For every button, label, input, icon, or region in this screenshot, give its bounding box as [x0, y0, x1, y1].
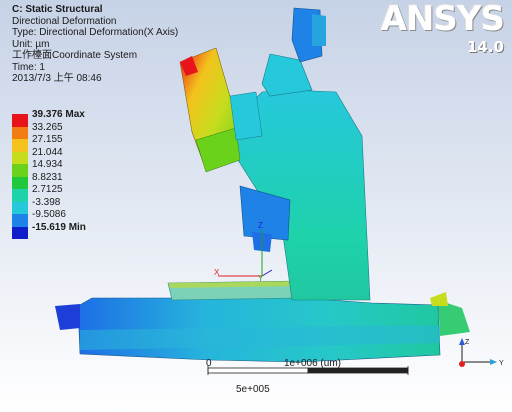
model-axis-x-label: X: [214, 268, 220, 277]
scale-mid-label: 5e+005: [236, 384, 270, 395]
legend-swatch: [12, 151, 28, 164]
scale-ruler: [207, 366, 409, 375]
arm-link: [229, 91, 263, 141]
logo-brand: ANSYS: [380, 0, 505, 39]
result-unit: Unit: µm: [12, 38, 50, 50]
legend-swatch: [12, 226, 28, 239]
scale-max-label: 1e+006 (um): [284, 358, 341, 369]
logo-version: 14.0: [466, 38, 504, 56]
triad-origin: [459, 361, 465, 367]
legend-label: 21.044: [32, 146, 63, 158]
base-front-rail: [80, 325, 440, 350]
model-axis-z-line: [261, 269, 273, 277]
tilted-head-cap: [180, 56, 198, 76]
scale-bar: 0 1e+006 (um) 5e+005: [206, 358, 456, 402]
result-info-block: C: Static Structural Directional Deforma…: [12, 4, 178, 85]
legend-swatch: [12, 139, 28, 152]
legend-swatch: [12, 164, 28, 177]
column-upper: [261, 53, 313, 97]
axis-triad[interactable]: Z Y: [452, 336, 512, 376]
legend-swatch: [12, 176, 28, 189]
triad-y-label: Y: [499, 360, 504, 367]
legend-label: -15.619 Min: [32, 221, 86, 233]
result-timestamp: 2013/7/3 上午 08:46: [12, 73, 102, 84]
legend-label: 27.155: [32, 134, 63, 145]
base-right-end: [438, 300, 470, 336]
triad-z-label: Z: [465, 339, 470, 346]
result-time: Time: 1: [12, 61, 45, 73]
right-bracket: [430, 292, 448, 306]
legend-label: 2.7125: [32, 184, 63, 195]
worktable-top: [168, 281, 298, 288]
result-name: Directional Deformation: [12, 15, 117, 27]
legend-swatch: [12, 126, 28, 139]
ansys-logo: ANSYS 14.0: [380, 0, 505, 56]
triad-z-arrow: [459, 338, 465, 345]
spindle-head: [239, 185, 291, 241]
legend-swatch: [12, 214, 28, 227]
analysis-title: C: Static Structural: [12, 4, 103, 15]
legend-label: 14.934: [32, 159, 63, 170]
legend-label: 33.265: [32, 121, 63, 133]
scale-zero-label: 0: [206, 358, 212, 369]
tilted-head-lower: [195, 127, 241, 173]
model-axis-z-label: Z: [258, 221, 263, 230]
legend-label: 8.8231: [32, 171, 63, 183]
column-side-panel: [312, 14, 326, 46]
legend-label: 39.376 Max: [32, 109, 85, 120]
base-left-end: [55, 304, 80, 330]
triad-x-arrow: [490, 359, 497, 365]
model-axis-y-label: Y: [258, 274, 264, 283]
legend-swatch: [12, 201, 28, 214]
legend-swatch: [12, 114, 28, 127]
legend-swatch: [12, 189, 28, 202]
coordinate-system: 工作檯面Coordinate System: [12, 50, 138, 61]
legend-label: -3.398: [32, 196, 61, 208]
result-type: Type: Directional Deformation(X Axis): [12, 27, 179, 38]
legend-label: -9.5086: [32, 209, 66, 220]
